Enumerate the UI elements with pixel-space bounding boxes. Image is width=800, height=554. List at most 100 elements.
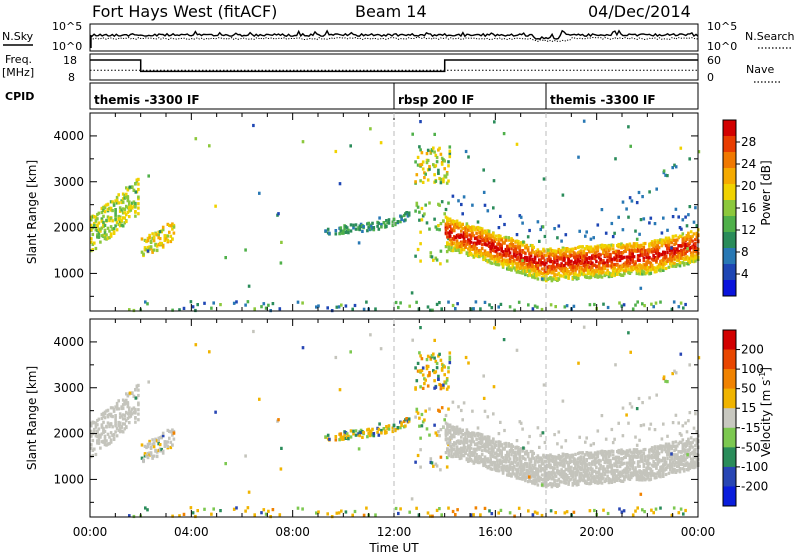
velocity-cell <box>546 463 549 468</box>
velocity-cell <box>678 470 682 474</box>
velocity-cell <box>125 410 128 414</box>
velocity-cell <box>526 469 530 473</box>
power-cell <box>105 237 108 241</box>
power-cell <box>645 261 648 265</box>
power-cell <box>137 187 140 192</box>
power-cell <box>117 218 120 222</box>
velocity-cell <box>588 452 591 456</box>
velocity-cell <box>486 449 490 453</box>
power-cell <box>670 251 673 255</box>
velocity-cell <box>531 469 534 473</box>
power-cell <box>103 236 107 240</box>
power-cell <box>519 258 523 262</box>
power-cell <box>416 247 420 252</box>
velocity-cell <box>419 465 422 469</box>
velocity-cell <box>533 459 537 463</box>
power-cell <box>420 218 424 222</box>
power-cell <box>528 259 531 263</box>
power-cell <box>674 247 678 251</box>
power-cell <box>492 179 496 183</box>
velocity-cell <box>563 477 566 481</box>
velocity-cell <box>467 458 470 462</box>
power-cell <box>453 222 456 227</box>
power-cell <box>91 248 95 252</box>
power-cell <box>621 256 625 260</box>
power-cell <box>595 273 598 277</box>
power-cell <box>620 273 623 277</box>
power-cell <box>603 266 607 270</box>
power-cell <box>659 259 662 263</box>
velocity-cell <box>340 437 344 441</box>
velocity-cell <box>641 453 644 458</box>
velocity-cell <box>515 474 519 478</box>
velocity-cell <box>426 364 430 369</box>
power-cell <box>638 270 641 275</box>
power-cell <box>301 301 304 305</box>
velocity-cell <box>467 434 470 438</box>
velocity-cell <box>512 464 516 468</box>
velocity-cell <box>121 417 125 421</box>
velocity-cell <box>134 409 137 413</box>
power-colorbar-tick-label: 28 <box>741 135 756 149</box>
power-cell <box>632 249 636 253</box>
velocity-cell <box>606 461 609 465</box>
power-cell <box>606 259 609 263</box>
power-cell <box>480 252 484 256</box>
velocity-cell <box>525 475 529 479</box>
power-cell <box>118 217 122 221</box>
velocity-cell <box>458 447 462 451</box>
velocity-cell <box>639 474 643 478</box>
power-cell <box>582 269 586 273</box>
power-cell <box>518 259 522 263</box>
power-cell <box>446 218 449 222</box>
velocity-cell <box>451 443 455 447</box>
velocity-cell <box>112 436 116 440</box>
velocity-cell <box>448 444 452 448</box>
velocity-cell <box>97 427 101 431</box>
power-cell <box>632 263 636 267</box>
power-cell <box>650 247 654 251</box>
power-cell <box>421 214 425 218</box>
power-cell <box>560 256 563 260</box>
velocity-cell <box>519 470 523 474</box>
power-cell <box>94 215 98 220</box>
velocity-cell <box>446 424 449 428</box>
velocity-cell <box>473 434 477 438</box>
velocity-cell <box>518 476 522 481</box>
power-cell <box>435 155 439 160</box>
power-cell <box>478 235 481 239</box>
velocity-cell <box>152 445 156 449</box>
velocity-cell <box>676 469 679 473</box>
velocity-cell <box>461 449 464 454</box>
velocity-cell <box>664 461 668 465</box>
velocity-cell <box>631 451 634 455</box>
power-cell <box>602 262 605 266</box>
velocity-cell <box>129 414 133 418</box>
power-cell <box>649 249 653 253</box>
velocity-cell <box>538 475 541 479</box>
power-cell <box>684 256 687 260</box>
power-cell <box>682 258 686 262</box>
velocity-cell <box>91 421 95 425</box>
power-cell <box>424 172 427 176</box>
power-cell <box>565 261 569 265</box>
velocity-cell <box>103 439 107 444</box>
velocity-cell <box>536 426 540 430</box>
velocity-cell <box>565 476 569 480</box>
velocity-cell <box>602 451 605 455</box>
velocity-cell <box>685 461 689 465</box>
velocity-cell <box>476 460 480 465</box>
power-cell <box>694 257 697 261</box>
power-cell <box>121 200 125 204</box>
velocity-cell <box>549 465 552 469</box>
power-cell <box>392 217 396 221</box>
power-cell <box>118 209 122 213</box>
power-cell <box>627 255 630 259</box>
velocity-cell <box>510 443 513 447</box>
velocity-cell <box>656 456 660 460</box>
velocity-cell <box>565 477 569 482</box>
velocity-cell <box>646 475 650 479</box>
velocity-cell <box>453 452 456 456</box>
power-cell <box>444 175 448 179</box>
power-cell <box>490 239 494 243</box>
